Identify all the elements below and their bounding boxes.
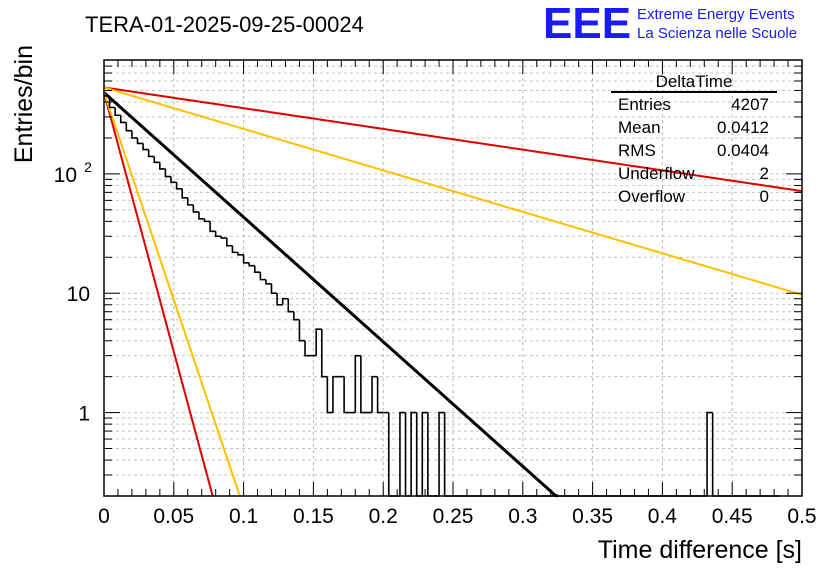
histogram-bin bbox=[248, 262, 255, 267]
histogram-bin bbox=[159, 162, 166, 170]
histogram-bin bbox=[298, 319, 306, 342]
y-tick-label: 1 bbox=[78, 403, 90, 426]
histogram-bin bbox=[147, 149, 155, 158]
curve-fit-black bbox=[102, 91, 559, 498]
stats-label-overflow: Overflow bbox=[618, 187, 686, 206]
histogram-bin bbox=[125, 122, 132, 132]
stats-label-mean: Mean bbox=[618, 118, 661, 137]
curve-red-flat bbox=[103, 86, 803, 193]
histogram-bin bbox=[170, 176, 177, 184]
histogram-bin bbox=[421, 411, 428, 496]
x-tick-label: 0.5 bbox=[787, 505, 816, 528]
y-tick-label: 10 bbox=[54, 164, 77, 187]
stats-value-overflow: 0 bbox=[760, 187, 769, 206]
histogram-bin bbox=[354, 354, 361, 413]
histogram-bin bbox=[320, 329, 328, 378]
histogram-bin bbox=[175, 182, 183, 190]
x-axis-label: Time difference [s] bbox=[598, 536, 802, 564]
curve-red-steep bbox=[103, 92, 214, 497]
x-tick-label: 0.05 bbox=[153, 505, 194, 528]
histogram-bin bbox=[253, 265, 261, 274]
histogram-bin bbox=[259, 272, 266, 281]
x-tick-label: 0.45 bbox=[712, 505, 753, 528]
histogram-bin bbox=[438, 411, 445, 496]
x-tick-label: 0.1 bbox=[229, 505, 258, 528]
histogram-bin bbox=[706, 411, 713, 496]
histogram-bin bbox=[315, 328, 322, 356]
histogram-bin bbox=[220, 236, 227, 239]
histogram-bin bbox=[242, 254, 250, 264]
x-tick-label: 0.2 bbox=[369, 505, 398, 528]
histogram-bin bbox=[237, 252, 244, 256]
eee-logo: EEE Extreme Energy Events La Scienza nel… bbox=[543, 0, 797, 48]
stats-label-underflow: Underflow bbox=[618, 164, 695, 183]
stats-value-underflow: 2 bbox=[760, 164, 769, 183]
eee-logo-mark: EEE bbox=[543, 0, 631, 48]
x-tick-label: 0 bbox=[98, 505, 110, 528]
histogram-bin bbox=[376, 376, 384, 414]
histogram-bin bbox=[270, 283, 278, 295]
histogram-bin bbox=[226, 238, 233, 247]
histogram-bin bbox=[332, 375, 339, 413]
stats-label-rms: RMS bbox=[618, 141, 656, 160]
histogram-bin bbox=[293, 311, 300, 321]
histogram-bin bbox=[142, 143, 149, 151]
histogram-bin bbox=[265, 279, 272, 285]
histogram-bin bbox=[153, 156, 160, 164]
histogram-bin bbox=[181, 188, 188, 199]
histogram-bin bbox=[119, 115, 127, 124]
histogram-bin bbox=[326, 376, 333, 414]
histogram-bin bbox=[410, 411, 417, 496]
histogram-bin bbox=[231, 245, 239, 254]
histogram-bin bbox=[186, 197, 194, 206]
chart-title: TERA-01-2025-09-25-00024 bbox=[85, 12, 364, 37]
histogram-bin bbox=[198, 211, 205, 220]
histogram-bin bbox=[209, 221, 216, 233]
x-tick-label: 0.25 bbox=[433, 505, 474, 528]
histogram-bin bbox=[203, 218, 211, 223]
curve-yellow-steep bbox=[103, 92, 241, 497]
stats-value-mean: 0.0412 bbox=[717, 118, 769, 137]
histogram-bin bbox=[399, 411, 406, 496]
x-tick-label: 0.3 bbox=[508, 505, 537, 528]
histogram-bin bbox=[136, 137, 144, 145]
histogram-bin bbox=[371, 375, 378, 413]
histogram-bin bbox=[304, 340, 311, 357]
histogram-bin bbox=[131, 130, 138, 139]
histogram-bin bbox=[281, 297, 289, 305]
eee-logo-line1: Extreme Energy Events bbox=[637, 6, 795, 23]
histogram-bin bbox=[164, 168, 172, 178]
histogram-bin bbox=[192, 204, 199, 213]
histogram-bin bbox=[214, 231, 222, 238]
curves bbox=[102, 86, 803, 498]
stats-value-entries: 4207 bbox=[731, 95, 769, 114]
y-tick-exponent: 2 bbox=[84, 159, 92, 175]
eee-logo-line2: La Scienza nelle Scuole bbox=[637, 25, 797, 42]
y-axis-label: Entries/bin bbox=[10, 45, 38, 163]
histogram-bin bbox=[343, 376, 350, 414]
histogram-bin bbox=[114, 107, 121, 117]
stats-value-rms: 0.0404 bbox=[717, 141, 769, 160]
x-tick-label: 0.35 bbox=[572, 505, 613, 528]
ticks: 0 0.05 0.1 0.15 0.2 0.25 0.3 0.35 0.4 0.45 0.5 1 10 1… bbox=[54, 60, 817, 528]
stats-title: DeltaTime bbox=[656, 72, 733, 91]
x-tick-label: 0.4 bbox=[648, 505, 678, 528]
histogram-bin bbox=[287, 298, 294, 313]
y-tick-label: 10 bbox=[67, 283, 90, 306]
stats-box: DeltaTime Entries 4207 Mean 0.0412 RMS 0… bbox=[611, 72, 777, 206]
histogram-bin bbox=[276, 293, 283, 306]
histogram-bin bbox=[360, 355, 367, 414]
curve-yellow-flat bbox=[103, 86, 803, 296]
stats-label-entries: Entries bbox=[618, 95, 671, 114]
histogram-bin bbox=[108, 95, 116, 109]
x-tick-label: 0.15 bbox=[293, 505, 334, 528]
